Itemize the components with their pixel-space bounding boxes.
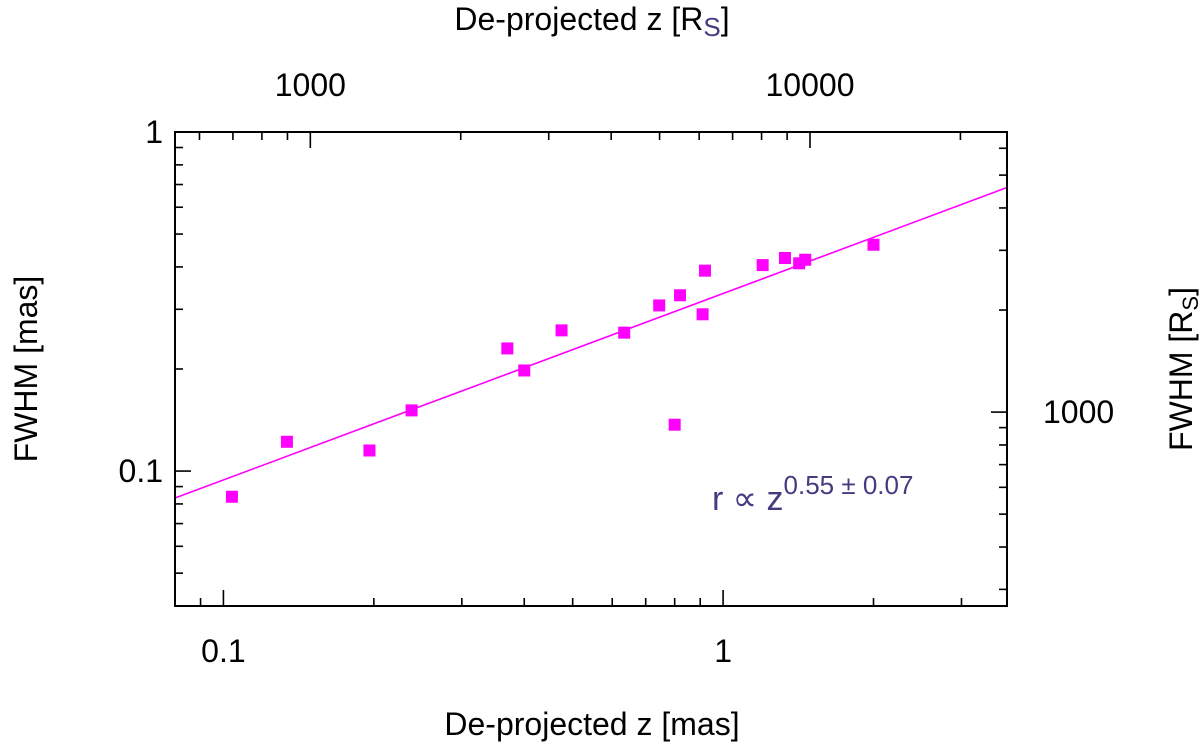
tick-marks [174, 131, 1007, 607]
data-point [674, 289, 687, 302]
data-point [405, 404, 418, 417]
y-axis-label: FWHM [mas] [8, 276, 44, 463]
plot-frame [174, 131, 1008, 607]
x-axis-label: De-projected z [mas] [444, 706, 739, 742]
data-point [799, 253, 812, 266]
y-tick-label: 1 [145, 114, 163, 150]
data-point [696, 308, 709, 321]
data-point [555, 324, 568, 337]
x2-tick-label: 1000 [275, 67, 346, 103]
data-point [618, 326, 631, 339]
data-point [698, 264, 711, 277]
data-point [225, 490, 238, 503]
data-point [280, 435, 293, 448]
fit-line [174, 186, 1008, 499]
data-point [518, 364, 531, 377]
data-point [668, 418, 681, 431]
y-tick-label: 0.1 [119, 453, 163, 489]
data-point [501, 342, 514, 355]
power-law-annotation: r ∝ z0.55 ± 0.07 [712, 470, 913, 518]
x2-axis-label: De-projected z [RS] [454, 1, 729, 42]
x-tick-label: 1 [714, 633, 732, 669]
data-point [778, 252, 791, 265]
x2-tick-label: 10000 [766, 67, 855, 103]
data-point [653, 299, 666, 312]
y2-tick-label: 1000 [1043, 394, 1114, 430]
data-point [867, 238, 880, 251]
x-tick-label: 0.1 [201, 633, 245, 669]
data-point [363, 444, 376, 457]
data-points [225, 238, 880, 503]
y2-axis-label: FWHM [RS] [1163, 287, 1200, 451]
data-point [756, 259, 769, 272]
tick-labels: 0.1 1 1000 10000 0.1 1 1000 [119, 67, 1115, 669]
